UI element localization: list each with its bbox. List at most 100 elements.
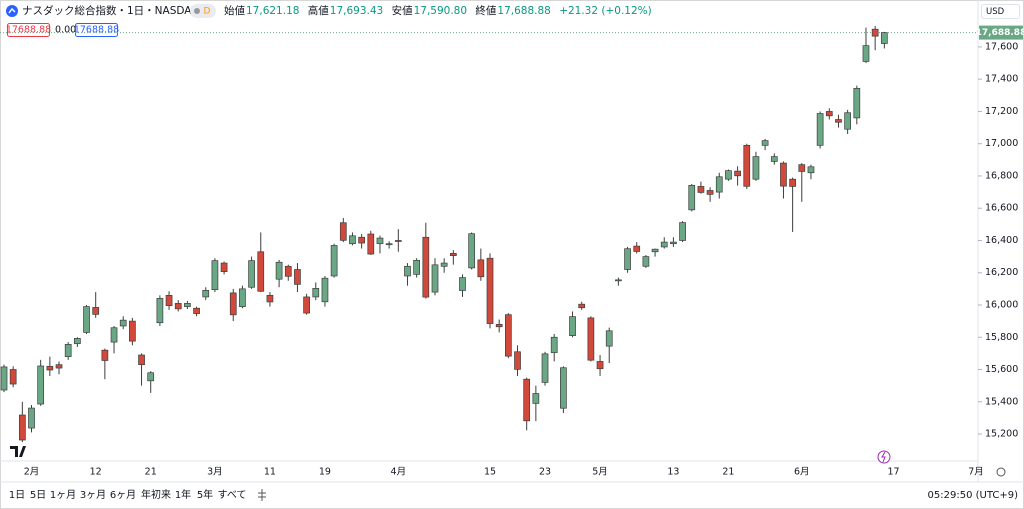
- candle-body: [605, 330, 613, 347]
- candle-body: [0, 366, 8, 391]
- candle-body: [376, 237, 384, 245]
- candle-body: [367, 233, 375, 255]
- symbol-icon[interactable]: [6, 5, 18, 17]
- candle-body: [83, 306, 90, 333]
- range-button[interactable]: すべて: [218, 489, 247, 501]
- candle-body: [624, 248, 631, 270]
- last-price-label: 17,688.88: [976, 28, 1024, 38]
- candle-body: [358, 236, 365, 244]
- x-tick-label: 3月: [207, 467, 223, 478]
- range-button[interactable]: 1年: [175, 488, 191, 501]
- x-tick-label: 11: [264, 467, 276, 478]
- y-tick-label: 17,000: [985, 138, 1018, 149]
- candle-body: [431, 264, 439, 293]
- candle-body: [165, 294, 173, 306]
- currency: USD: [986, 7, 1005, 17]
- candle-body: [825, 111, 833, 117]
- candle-body: [385, 243, 393, 246]
- currency-box[interactable]: [981, 4, 1020, 19]
- x-tick-label: 21: [145, 467, 157, 478]
- candle-body: [523, 378, 531, 422]
- ask-box[interactable]: [75, 23, 118, 37]
- candle-body: [239, 288, 246, 307]
- candle-body: [449, 253, 457, 256]
- candle-body: [615, 279, 622, 282]
- range-button[interactable]: 6ヶ月: [110, 489, 136, 501]
- candle-body: [284, 265, 292, 277]
- candle-body: [780, 162, 787, 187]
- spread: 0.00: [55, 25, 76, 36]
- candle-body: [770, 156, 778, 162]
- range-button[interactable]: 3ヶ月: [80, 489, 106, 501]
- candle-body: [697, 186, 705, 193]
- clock: 05:29:50 (UTC+9): [928, 490, 1019, 501]
- candle-body: [642, 256, 650, 267]
- candle-body: [587, 317, 595, 361]
- candle-body: [211, 260, 219, 291]
- candle-body: [101, 349, 109, 361]
- candle-body: [541, 353, 549, 383]
- candle-body: [266, 294, 274, 303]
- ohlc-label: 高値: [308, 4, 329, 17]
- candle-body: [294, 269, 301, 285]
- candle-body: [505, 314, 512, 357]
- candle-body: [761, 140, 769, 146]
- bid-box[interactable]: [7, 23, 50, 37]
- candle-body: [303, 296, 310, 314]
- candle-body: [853, 88, 861, 119]
- candle-body: [129, 320, 136, 342]
- candle-body: [339, 222, 347, 241]
- ohlc-value: 17,688.88: [497, 5, 550, 17]
- candle-body: [752, 156, 760, 180]
- settings-icon[interactable]: [996, 467, 1006, 477]
- badge-dot: [194, 8, 200, 14]
- x-tick-label: 5月: [592, 467, 608, 478]
- y-tick-label: 16,400: [985, 235, 1018, 246]
- x-tick-label: 12: [90, 467, 102, 478]
- candle-body: [569, 316, 576, 336]
- range-button[interactable]: 5年: [197, 488, 213, 501]
- candle-body: [798, 164, 806, 172]
- y-tick-label: 16,200: [985, 267, 1018, 278]
- bid: 17688.88: [6, 25, 51, 36]
- ask: 17688.88: [74, 25, 119, 36]
- candle-body: [871, 28, 879, 37]
- range-button[interactable]: 1ヶ月: [50, 489, 76, 501]
- candle-body: [844, 112, 851, 130]
- candle-body: [55, 364, 63, 369]
- candle-body: [789, 178, 796, 187]
- candle-body: [862, 45, 870, 62]
- ohlc-label: 安値: [392, 4, 413, 17]
- range-button[interactable]: 年初来: [141, 488, 171, 501]
- candle-body: [816, 113, 824, 146]
- candle-body: [74, 338, 81, 345]
- y-tick-label: 15,200: [985, 429, 1018, 440]
- x-tick-label: 21: [722, 467, 734, 478]
- candle-body: [184, 303, 191, 307]
- candle-body: [459, 277, 466, 291]
- candle-body: [532, 393, 540, 404]
- candle-body: [394, 240, 402, 242]
- badge-bg: [190, 4, 216, 18]
- candle-body: [18, 414, 26, 441]
- compare-icon[interactable]: [258, 489, 266, 501]
- candle-body: [440, 262, 448, 267]
- candle-body: [174, 303, 182, 310]
- range-button[interactable]: 1日: [9, 490, 25, 501]
- candle-body: [119, 319, 127, 327]
- candle-body: [275, 261, 283, 280]
- event-icon-glyph: [881, 451, 886, 463]
- candle-body: [578, 303, 586, 309]
- logo[interactable]: [10, 446, 26, 457]
- x-tick-label: 4月: [391, 467, 407, 478]
- candle-body: [413, 259, 420, 275]
- chart-title[interactable]: ナスダック総合指数・1日・NASDAQ: [22, 4, 200, 17]
- x-tick-label: 23: [539, 467, 551, 478]
- candle-body: [138, 354, 145, 366]
- candle-body: [514, 351, 521, 370]
- range-button[interactable]: 5日: [30, 490, 46, 501]
- candle-body: [404, 265, 411, 277]
- candle-body: [560, 367, 567, 409]
- candle-body: [64, 344, 72, 357]
